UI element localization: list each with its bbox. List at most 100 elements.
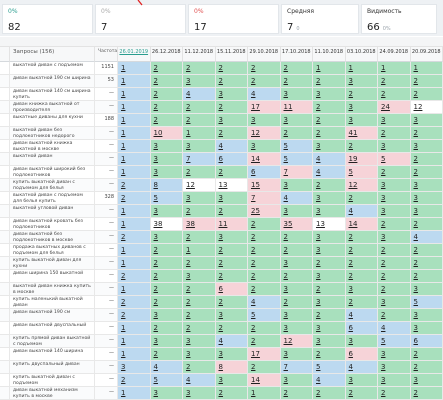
row-checkbox[interactable]: [0, 153, 10, 166]
position-cell[interactable]: 17: [248, 101, 281, 114]
position-cell[interactable]: 4: [183, 88, 216, 101]
position-cell[interactable]: 1: [118, 322, 151, 335]
position-cell[interactable]: 2: [378, 244, 411, 257]
position-cell[interactable]: 1: [118, 257, 151, 270]
position-cell[interactable]: 1: [118, 153, 151, 166]
position-cell[interactable]: 1: [118, 348, 151, 361]
position-cell[interactable]: 3: [378, 374, 411, 387]
position-cell[interactable]: 2: [118, 270, 151, 283]
position-cell[interactable]: 2: [150, 62, 183, 75]
position-cell[interactable]: 3: [183, 75, 216, 88]
position-cell[interactable]: 2: [345, 270, 378, 283]
position-cell[interactable]: 2: [410, 127, 443, 140]
stat-card[interactable]: 0% 7: [95, 4, 186, 34]
position-cell[interactable]: 3: [118, 361, 151, 374]
position-cell[interactable]: 4: [183, 374, 216, 387]
position-cell[interactable]: 2: [313, 309, 346, 322]
position-cell[interactable]: 4: [345, 361, 378, 374]
position-cell[interactable]: 13: [215, 179, 248, 192]
position-cell[interactable]: 3: [410, 322, 443, 335]
position-cell[interactable]: 1: [118, 88, 151, 101]
position-cell[interactable]: 1: [183, 127, 216, 140]
position-cell[interactable]: 2: [215, 270, 248, 283]
position-cell[interactable]: 3: [378, 205, 411, 218]
position-cell[interactable]: 5: [280, 140, 313, 153]
position-cell[interactable]: 12: [248, 127, 281, 140]
position-cell[interactable]: 2: [215, 101, 248, 114]
position-cell[interactable]: 2: [215, 75, 248, 88]
position-cell[interactable]: 3: [280, 205, 313, 218]
stat-card[interactable]: 0% 82: [2, 4, 93, 34]
position-cell[interactable]: 2: [183, 114, 216, 127]
position-cell[interactable]: 2: [280, 296, 313, 309]
position-cell[interactable]: 3: [313, 244, 346, 257]
position-cell[interactable]: 3: [378, 192, 411, 205]
position-cell[interactable]: 24: [378, 101, 411, 114]
position-cell[interactable]: 4: [215, 335, 248, 348]
position-cell[interactable]: 3: [313, 88, 346, 101]
position-cell[interactable]: 2: [280, 127, 313, 140]
position-cell[interactable]: 3: [280, 257, 313, 270]
position-cell[interactable]: 2: [118, 374, 151, 387]
row-checkbox[interactable]: [0, 75, 10, 88]
position-cell[interactable]: 2: [215, 296, 248, 309]
position-cell[interactable]: 2: [345, 244, 378, 257]
position-cell[interactable]: 5: [150, 192, 183, 205]
position-cell[interactable]: 3: [215, 348, 248, 361]
position-cell[interactable]: 2: [410, 387, 443, 400]
position-cell[interactable]: 2: [215, 166, 248, 179]
position-cell[interactable]: 2: [410, 348, 443, 361]
date-header[interactable]: 03.10.2018: [345, 47, 378, 62]
position-cell[interactable]: 3: [313, 231, 346, 244]
position-cell[interactable]: 3: [280, 309, 313, 322]
position-cell[interactable]: 2: [150, 88, 183, 101]
position-cell[interactable]: 3: [345, 114, 378, 127]
position-cell[interactable]: 2: [248, 257, 281, 270]
position-cell[interactable]: 3: [378, 296, 411, 309]
row-checkbox[interactable]: [0, 192, 10, 205]
position-cell[interactable]: 2: [150, 322, 183, 335]
date-header[interactable]: 26.01.2019: [118, 47, 151, 62]
position-cell[interactable]: 3: [215, 114, 248, 127]
position-cell[interactable]: 7: [280, 166, 313, 179]
row-checkbox[interactable]: [0, 231, 10, 244]
position-cell[interactable]: 3: [248, 114, 281, 127]
position-cell[interactable]: 2: [313, 283, 346, 296]
position-cell[interactable]: 2: [183, 361, 216, 374]
position-cell[interactable]: 6: [410, 335, 443, 348]
position-cell[interactable]: 3: [410, 205, 443, 218]
freq-header[interactable]: Частота: [95, 47, 118, 62]
row-checkbox[interactable]: [0, 205, 10, 218]
position-cell[interactable]: 1: [118, 387, 151, 400]
position-cell[interactable]: 2: [215, 62, 248, 75]
position-cell[interactable]: 4: [313, 374, 346, 387]
query-header[interactable]: Запросы (156): [10, 47, 95, 62]
position-cell[interactable]: 6: [248, 166, 281, 179]
position-cell[interactable]: 3: [150, 205, 183, 218]
position-cell[interactable]: 3: [183, 348, 216, 361]
position-cell[interactable]: 2: [378, 88, 411, 101]
position-cell[interactable]: 2: [118, 179, 151, 192]
position-cell[interactable]: 2: [248, 62, 281, 75]
position-cell[interactable]: 3: [150, 166, 183, 179]
position-cell[interactable]: 2: [183, 166, 216, 179]
stat-card[interactable]: Видимость 66 0%: [361, 4, 437, 34]
row-checkbox[interactable]: [0, 62, 10, 75]
date-header[interactable]: 15.11.2018: [215, 47, 248, 62]
position-cell[interactable]: 3: [378, 179, 411, 192]
position-cell[interactable]: 3: [150, 231, 183, 244]
position-cell[interactable]: 2: [313, 179, 346, 192]
position-cell[interactable]: 1: [118, 283, 151, 296]
position-cell[interactable]: 4: [345, 309, 378, 322]
position-cell[interactable]: 10: [150, 127, 183, 140]
position-cell[interactable]: 3: [378, 140, 411, 153]
position-cell[interactable]: 7: [280, 361, 313, 374]
position-cell[interactable]: 2: [215, 205, 248, 218]
position-cell[interactable]: 2: [378, 309, 411, 322]
position-cell[interactable]: 1: [410, 62, 443, 75]
position-cell[interactable]: 2: [248, 75, 281, 88]
position-cell[interactable]: 5: [378, 335, 411, 348]
position-cell[interactable]: 6: [215, 153, 248, 166]
position-cell[interactable]: 17: [248, 348, 281, 361]
position-cell[interactable]: 3: [410, 283, 443, 296]
